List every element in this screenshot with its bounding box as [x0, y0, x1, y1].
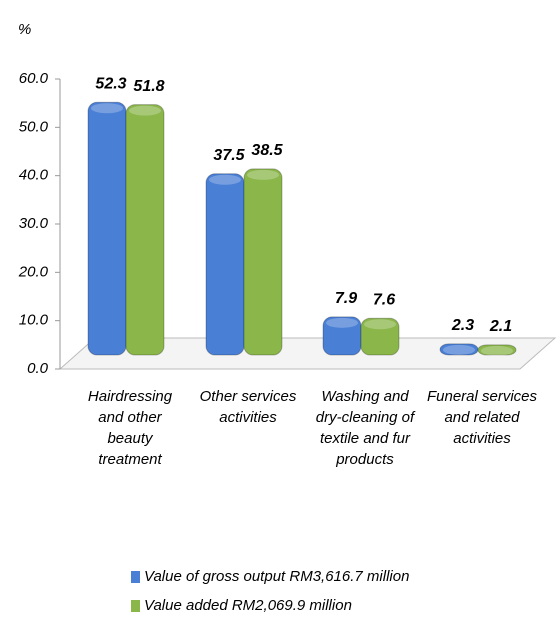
legend-swatch [131, 600, 140, 612]
value-label: 2.3 [451, 317, 474, 334]
bar [243, 168, 283, 356]
x-tick-label: Washing and dry-cleaning of textile and … [315, 388, 415, 468]
y-tick-label: 30.0 [19, 215, 49, 232]
legend-swatch [131, 571, 140, 583]
bar [360, 317, 400, 356]
x-tick-label: Other services activities [199, 388, 297, 426]
x-tick-label: Funeral services and related activities [426, 388, 538, 447]
value-label: 37.5 [213, 147, 245, 164]
x-tick-label: Hairdressing and other beauty treatment [87, 388, 173, 468]
bar [125, 104, 165, 356]
value-label: 52.3 [95, 75, 126, 92]
y-tick-label: 20.0 [18, 263, 49, 280]
y-tick-label: 60.0 [19, 70, 49, 87]
y-axis-label: % [18, 21, 31, 38]
value-label: 7.9 [335, 290, 357, 307]
value-label: 38.5 [251, 142, 283, 159]
bar-cap [364, 319, 396, 330]
bar-cap [129, 105, 161, 116]
bar-cap [209, 174, 241, 185]
bar [205, 173, 245, 356]
bar-cap [247, 169, 279, 180]
value-label: 2.1 [489, 318, 512, 335]
legend-label: Value of gross output RM3,616.7 million [144, 568, 409, 585]
bar [87, 101, 127, 356]
bar [477, 344, 517, 356]
y-tick-label: 0.0 [27, 360, 49, 377]
y-tick-label: 40.0 [19, 167, 49, 184]
floor [58, 337, 557, 370]
y-tick-label: 10.0 [19, 312, 49, 329]
bar-cap [481, 345, 513, 356]
legend-label: Value added RM2,069.9 million [144, 597, 352, 614]
bar [439, 343, 479, 356]
bar-cap [443, 344, 475, 355]
value-label: 7.6 [373, 291, 395, 308]
value-label: 51.8 [133, 78, 164, 95]
y-tick-label: 50.0 [19, 118, 49, 135]
bar-cap [326, 317, 358, 328]
bar-cap [91, 103, 123, 114]
